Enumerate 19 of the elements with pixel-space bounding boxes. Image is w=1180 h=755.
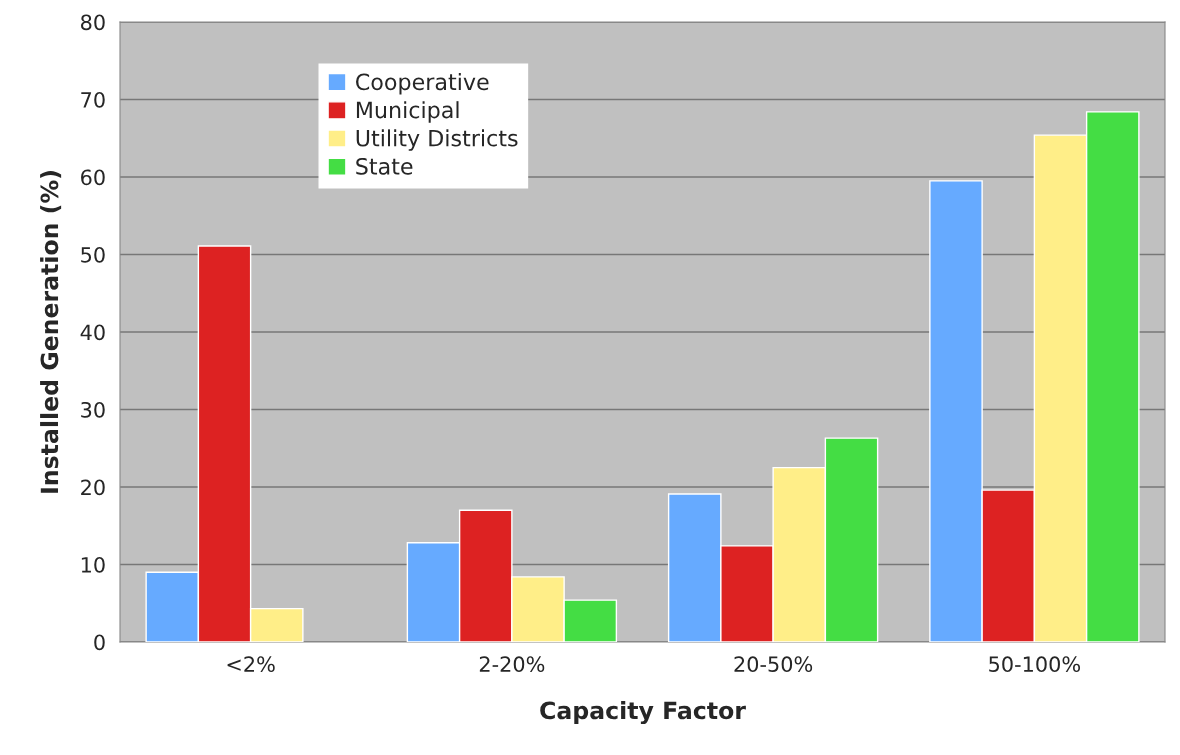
y-tick-label: 80	[81, 14, 105, 31]
x-axis-title: Capacity Factor	[540, 701, 746, 725]
legend-label: State	[356, 157, 413, 175]
y-axis-title: Installed Generation (%)	[40, 171, 62, 493]
legend-label: Utility Districts	[356, 129, 518, 151]
x-tick-label: 50-100%	[989, 656, 1081, 673]
y-tick-label: 70	[81, 91, 105, 108]
y-tick-label: 10	[81, 556, 105, 573]
x-tick-label: <2%	[227, 656, 275, 673]
legend-label: Cooperative	[356, 73, 489, 95]
y-tick-label: 50	[81, 246, 105, 263]
legend-label: Municipal	[356, 101, 459, 123]
y-tick-label: 0	[94, 634, 105, 651]
y-tick-label: 30	[81, 401, 105, 418]
y-tick-label: 60	[81, 169, 105, 186]
x-tick-label: 20-50%	[734, 656, 813, 673]
y-tick-label: 20	[81, 479, 105, 496]
y-tick-label: 40	[80, 324, 105, 341]
x-tick-label: 2-20%	[479, 656, 545, 673]
